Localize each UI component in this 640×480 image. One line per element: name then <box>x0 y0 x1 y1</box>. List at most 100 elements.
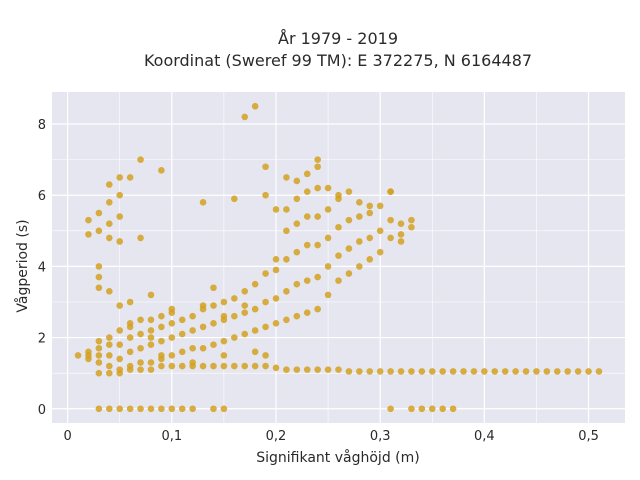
data-point <box>85 348 92 356</box>
chart-title: År 1979 - 2019 <box>278 29 398 48</box>
data-point <box>106 334 113 341</box>
data-point <box>356 213 363 220</box>
data-point <box>116 327 124 334</box>
data-point <box>314 305 321 313</box>
data-point <box>241 330 249 338</box>
data-point <box>262 352 269 359</box>
data-point <box>512 368 519 375</box>
data-point <box>220 337 228 345</box>
data-point <box>345 216 353 224</box>
data-point <box>126 323 134 331</box>
data-point <box>85 231 92 238</box>
data-point <box>116 405 124 413</box>
data-point <box>324 206 332 213</box>
data-point <box>314 163 321 171</box>
data-point <box>501 368 509 375</box>
data-point <box>106 234 113 242</box>
data-point <box>199 362 207 370</box>
data-point <box>293 280 301 288</box>
data-point <box>126 366 134 373</box>
data-point <box>85 216 92 224</box>
data-point <box>126 405 134 413</box>
data-point <box>283 255 290 263</box>
data-point <box>137 156 144 163</box>
data-point <box>210 284 217 292</box>
data-point <box>543 368 551 375</box>
data-point <box>387 368 394 375</box>
data-point <box>418 368 426 375</box>
data-point <box>251 348 259 356</box>
data-point <box>356 199 363 206</box>
data-point <box>335 191 342 199</box>
data-point <box>210 405 217 413</box>
data-point <box>95 405 103 413</box>
data-point <box>293 248 301 256</box>
data-point <box>356 263 363 270</box>
data-point <box>116 355 124 363</box>
data-point <box>428 405 436 413</box>
data-point <box>116 174 124 181</box>
data-point <box>178 348 186 356</box>
data-point <box>137 330 144 338</box>
x-tick-label: 0,3 <box>370 429 391 444</box>
data-point <box>147 327 155 334</box>
data-point <box>95 352 103 359</box>
data-point <box>314 366 321 373</box>
data-point <box>533 368 540 375</box>
data-point <box>231 195 238 203</box>
data-point <box>376 227 384 235</box>
data-point <box>272 364 280 372</box>
data-point <box>116 191 124 199</box>
data-point <box>210 302 217 309</box>
data-point <box>585 368 592 375</box>
data-point <box>262 163 269 171</box>
data-point <box>210 341 217 348</box>
data-point <box>74 352 82 359</box>
data-point <box>137 234 144 242</box>
data-point <box>283 227 290 235</box>
data-point <box>106 181 113 188</box>
data-point <box>178 405 186 413</box>
x-tick-label: 0 <box>63 429 71 444</box>
data-point <box>126 334 134 341</box>
data-point <box>137 359 144 366</box>
data-point <box>366 368 374 375</box>
data-point <box>147 405 155 413</box>
data-point <box>376 368 384 375</box>
data-point <box>251 327 259 334</box>
data-point <box>293 312 301 320</box>
data-point <box>314 241 321 249</box>
x-tick-label: 0,2 <box>266 429 287 444</box>
data-point <box>272 295 280 302</box>
data-point <box>168 352 176 359</box>
data-point <box>137 405 144 413</box>
data-point <box>158 337 165 345</box>
data-point <box>220 352 228 359</box>
data-point <box>106 199 113 206</box>
data-point <box>95 209 103 217</box>
data-point <box>595 368 603 375</box>
data-points <box>74 102 603 413</box>
data-point <box>324 291 332 299</box>
data-point <box>387 188 394 195</box>
data-point <box>106 288 113 295</box>
data-point <box>356 238 363 245</box>
data-point <box>126 174 134 181</box>
data-point <box>95 359 103 366</box>
data-point <box>106 220 113 227</box>
data-point <box>283 206 290 213</box>
data-point <box>293 177 301 185</box>
data-point <box>408 368 415 375</box>
y-tick-label: 0 <box>38 403 46 418</box>
data-point <box>199 344 207 352</box>
chart-subtitle: Koordinat (Sweref 99 TM): E 372275, N 61… <box>143 51 533 70</box>
data-point <box>241 309 249 316</box>
y-axis-title: Vågperiod (s) <box>14 219 31 312</box>
data-point <box>189 359 196 366</box>
data-point <box>199 302 207 309</box>
data-point <box>303 309 311 316</box>
data-point <box>95 337 103 345</box>
data-point <box>324 263 332 270</box>
data-point <box>366 234 374 242</box>
